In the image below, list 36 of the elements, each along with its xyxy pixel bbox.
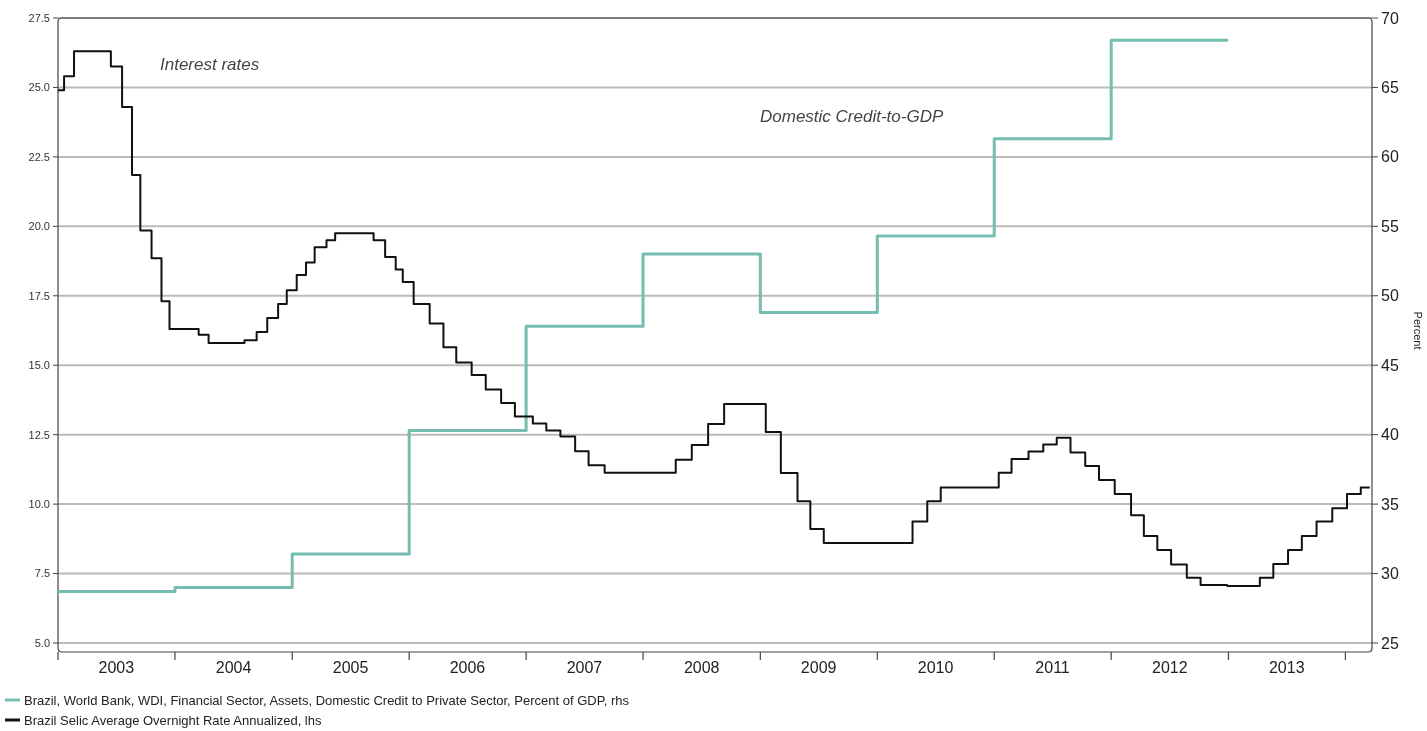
y2-tick-label: 65 [1381,79,1399,97]
x-tick-label: 2013 [1268,659,1305,676]
x-tick-label: 2006 [449,659,486,676]
y2-tick-label: 30 [1381,565,1399,583]
legend-label: Brazil, World Bank, WDI, Financial Sector, Assets, Domestic Credit to Private Sector, Percent of GDP, rhs [24,692,630,708]
y-tick-label: 20.0 [28,220,50,233]
y2-tick-label: 40 [1381,426,1399,444]
y2-tick-label: 45 [1381,356,1399,374]
x-tick-label: 2003 [98,659,135,676]
y-tick-label: 27.5 [28,11,50,24]
x-tick-label: 2009 [800,659,837,676]
x-tick-label: 2010 [917,659,954,676]
x-tick-label: 2007 [566,659,603,676]
y-tick-label: 15.0 [28,359,50,372]
y-tick-label: 5.0 [34,636,50,649]
legend-label: Brazil Selic Average Overnight Rate Annualized, lhs [24,712,322,728]
annotation: Domestic Credit-to-GDP [760,107,944,126]
y2-tick-label: 55 [1381,217,1399,235]
y-tick-label: 22.5 [28,150,50,163]
y-tick-label: 25.0 [28,81,50,94]
y-tick-label: 17.5 [28,289,50,302]
y-tick-label: 12.5 [28,428,50,441]
y-tick-label: 7.5 [34,567,50,580]
y2-tick-label: 25 [1381,634,1399,652]
y2-tick-label: 70 [1381,9,1399,27]
y-tick-label: 10.0 [28,497,50,510]
y2-tick-label: 60 [1381,148,1399,166]
x-tick-label: 2004 [215,659,252,676]
y2-axis-title: Percent [1412,311,1424,350]
y2-tick-label: 50 [1381,287,1399,305]
y2-tick-label: 35 [1381,495,1399,513]
x-tick-label: 2011 [1035,659,1070,676]
annotation: Interest rates [160,55,260,74]
x-tick-label: 2012 [1152,659,1188,676]
x-tick-label: 2005 [332,659,369,676]
x-tick-label: 2008 [683,659,720,676]
